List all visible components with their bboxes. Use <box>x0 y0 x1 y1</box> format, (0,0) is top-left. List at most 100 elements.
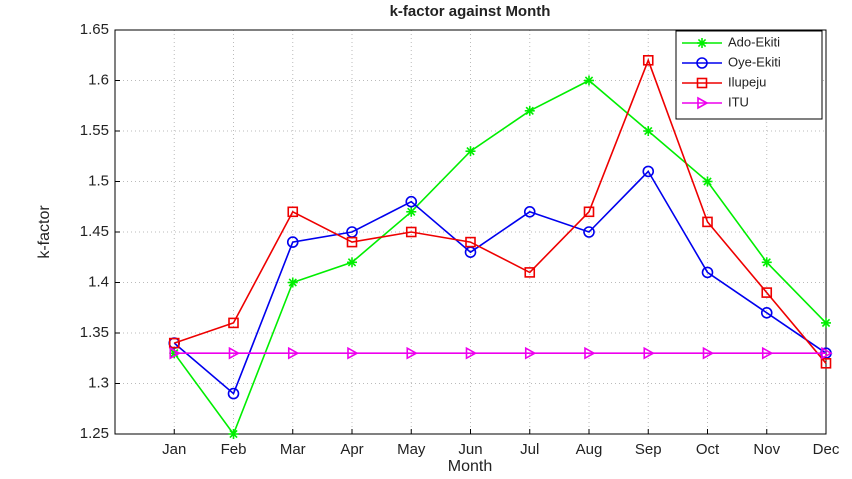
x-tick-label: Mar <box>280 441 306 458</box>
marker <box>347 257 357 268</box>
marker-shape <box>696 57 708 69</box>
marker-stroke <box>762 258 771 267</box>
marker <box>465 146 476 157</box>
marker-shape <box>287 346 300 360</box>
marker-shape <box>346 236 358 248</box>
legend-label: Ilupeju <box>728 74 766 89</box>
series-line <box>173 58 827 364</box>
legend-label: ITU <box>728 94 749 109</box>
marker <box>643 126 654 136</box>
marker <box>583 226 595 238</box>
legend-label: Ado-Ekiti <box>728 34 780 49</box>
marker-shape <box>228 346 241 360</box>
marker-shape <box>642 54 654 66</box>
marker-shape <box>642 165 655 178</box>
marker <box>702 346 715 360</box>
marker <box>697 38 707 48</box>
marker-shape <box>523 206 536 218</box>
x-tick-label: Sep <box>635 441 662 458</box>
marker-shape <box>405 195 418 208</box>
marker <box>228 317 239 329</box>
marker <box>228 346 241 360</box>
marker <box>169 346 181 360</box>
marker-shape <box>406 346 418 360</box>
marker-shape <box>465 346 478 360</box>
x-tick-label: Dec <box>813 441 840 458</box>
marker <box>287 206 299 218</box>
marker-shape <box>228 317 239 329</box>
y-tick-label: 1.35 <box>80 324 109 341</box>
marker-shape <box>760 306 773 319</box>
x-tick-label: Jun <box>458 441 482 458</box>
marker <box>465 346 478 360</box>
series-line <box>173 79 827 436</box>
marker <box>696 77 708 89</box>
marker <box>702 216 713 228</box>
marker-stroke <box>644 126 653 136</box>
legend-label: Oye-Ekiti <box>728 54 781 69</box>
marker-shape <box>287 206 299 218</box>
x-tick-label: Jul <box>520 441 539 458</box>
marker-shape <box>169 346 181 360</box>
x-tick-label: May <box>397 441 426 458</box>
marker-shape <box>583 206 595 218</box>
marker <box>643 346 655 360</box>
x-tick-label: Jan <box>162 441 186 458</box>
marker-stroke <box>347 258 357 267</box>
marker <box>346 236 358 248</box>
marker <box>821 317 831 328</box>
marker <box>761 257 772 268</box>
marker <box>287 346 300 360</box>
marker <box>405 226 417 238</box>
marker <box>583 206 595 218</box>
y-tick-label: 1.65 <box>80 21 109 38</box>
marker <box>584 75 594 86</box>
marker-stroke <box>288 278 297 287</box>
marker-stroke <box>697 38 707 48</box>
marker <box>584 346 596 360</box>
marker-shape <box>701 266 714 279</box>
y-tick-label: 1.4 <box>88 273 109 290</box>
marker-shape <box>286 236 299 248</box>
marker-shape <box>524 267 536 278</box>
marker-shape <box>227 387 240 400</box>
marker-shape <box>821 346 833 360</box>
marker <box>642 165 655 178</box>
marker-shape <box>702 346 715 360</box>
x-tick-label: Oct <box>696 441 720 458</box>
marker <box>168 337 180 349</box>
y-tick-label: 1.55 <box>80 122 109 139</box>
marker-shape <box>761 346 774 360</box>
marker-stroke <box>229 429 238 439</box>
marker-shape <box>583 226 595 238</box>
marker-shape <box>584 346 596 360</box>
x-tick-label: Feb <box>221 441 247 458</box>
marker-stroke <box>584 76 594 85</box>
x-tick-label: Aug <box>576 441 603 458</box>
y-tick-label: 1.5 <box>88 172 109 189</box>
x-axis-label: Month <box>448 458 492 475</box>
marker <box>347 346 359 360</box>
marker <box>761 346 774 360</box>
marker-shape <box>643 346 655 360</box>
marker <box>405 195 418 208</box>
marker <box>524 105 535 116</box>
chart-title: k-factor against Month <box>390 3 551 20</box>
marker <box>702 176 713 187</box>
marker-shape <box>761 287 773 298</box>
marker-stroke <box>407 207 416 216</box>
marker-shape <box>347 346 359 360</box>
marker <box>523 206 536 218</box>
marker <box>701 266 714 279</box>
marker <box>465 236 476 248</box>
y-axis-label: k-factor <box>36 205 53 259</box>
marker <box>406 206 417 217</box>
y-tick-label: 1.25 <box>80 425 109 442</box>
plot-frame <box>114 29 827 435</box>
marker <box>524 346 537 360</box>
marker <box>227 387 240 400</box>
marker <box>697 96 709 110</box>
marker-shape <box>702 216 713 228</box>
x-tick-label: Nov <box>753 441 780 458</box>
